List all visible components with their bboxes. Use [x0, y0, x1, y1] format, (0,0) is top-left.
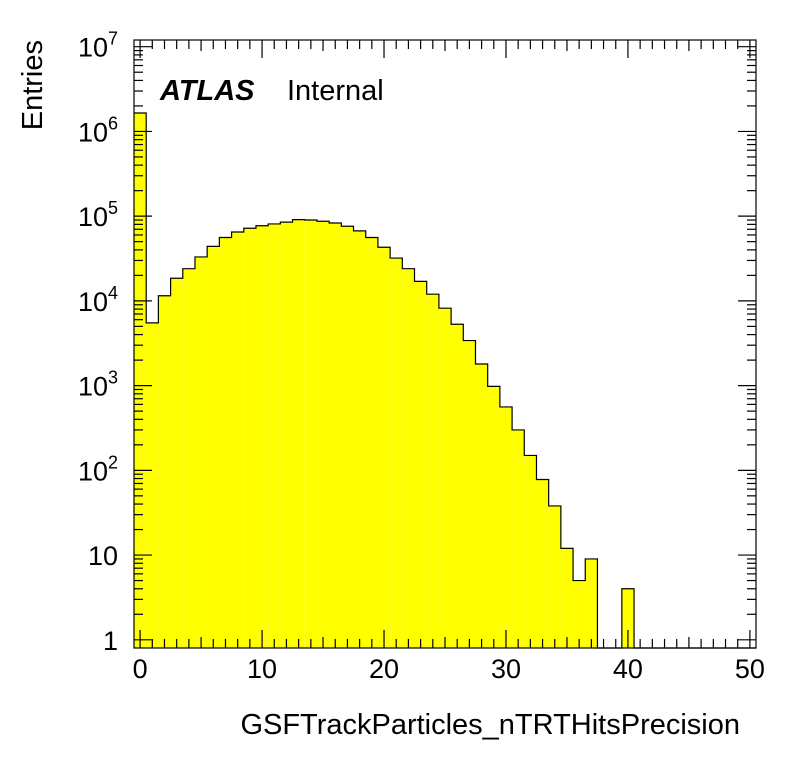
- histogram-bar: [304, 220, 317, 648]
- x-tick-label: 30: [491, 654, 521, 684]
- histogram-bar: [280, 222, 293, 648]
- y-tick-label-base: 10: [78, 202, 108, 232]
- y-tick-label: 1: [103, 626, 118, 656]
- atlas-status-label: Internal: [287, 75, 384, 107]
- histogram-bar: [353, 230, 366, 648]
- histogram-bar: [341, 226, 354, 649]
- y-tick-label-base: 10: [78, 456, 108, 486]
- y-tick-label: 10: [88, 541, 118, 571]
- histogram-bar: [194, 256, 208, 648]
- y-tick-label-exponent: 6: [108, 113, 118, 133]
- histogram-outline: [134, 112, 756, 649]
- y-tick-label-base: 10: [88, 541, 118, 571]
- histogram-bar: [255, 225, 269, 648]
- x-tick-labels: 0 10 20 30 40 50: [133, 654, 765, 684]
- x-tick-label: 50: [735, 654, 765, 684]
- histogram-bar: [182, 268, 195, 648]
- y-tick-label-exponent: 2: [108, 452, 118, 472]
- histogram-bar: [146, 322, 159, 648]
- x-tick-label: 20: [369, 654, 399, 684]
- atlas-label: ATLAS: [159, 75, 255, 107]
- histogram-bar: [621, 588, 635, 648]
- y-tick-label-exponent: 7: [108, 29, 118, 49]
- y-tick-label: 102: [78, 452, 118, 486]
- y-tick-label-exponent: 5: [108, 198, 118, 218]
- histogram-bar: [548, 505, 561, 648]
- histogram-bar: [316, 221, 330, 648]
- y-tick-label-base: 10: [78, 372, 108, 402]
- histogram-bar: [402, 268, 415, 648]
- y-tick-label-exponent: 4: [108, 283, 118, 303]
- histogram-bar: [292, 219, 305, 648]
- histogram-bar: [487, 386, 500, 648]
- histogram-bar: [414, 281, 427, 648]
- x-tick-label: 0: [133, 654, 148, 684]
- histogram-bar: [512, 429, 525, 648]
- y-tick-label-base: 10: [78, 33, 108, 63]
- x-axis-ticks: [139, 40, 751, 648]
- y-tick-label-base: 10: [78, 287, 108, 317]
- histogram-bar: [536, 479, 549, 648]
- histogram-bar: [365, 237, 378, 648]
- y-tick-label-base: 10: [78, 117, 108, 147]
- histogram-bar: [451, 324, 464, 648]
- x-axis-label: GSFTrackParticles_nTRTHitsPrecision: [240, 709, 740, 741]
- histogram-bar: [573, 580, 586, 648]
- x-tick-label: 40: [613, 654, 643, 684]
- y-tick-label: 104: [78, 283, 118, 317]
- histogram-bar: [426, 294, 439, 648]
- histogram-bar: [463, 340, 476, 648]
- y-axis-label: Entries: [17, 40, 49, 130]
- histogram-bar: [170, 278, 183, 648]
- histogram-bar: [329, 223, 342, 648]
- y-axis-ticks: [134, 46, 756, 641]
- y-tick-label-base: 1: [103, 626, 118, 656]
- histogram-bar: [438, 308, 452, 648]
- y-tick-label: 105: [78, 198, 118, 232]
- x-tick-label: 10: [247, 654, 277, 684]
- histogram-bar: [219, 237, 232, 648]
- y-tick-label: 106: [78, 113, 118, 147]
- histogram-bar: [231, 232, 244, 648]
- histogram-bar: [268, 223, 281, 649]
- y-tick-label-exponent: 3: [108, 368, 118, 388]
- histogram-bar: [499, 406, 513, 648]
- histogram-bar: [475, 363, 488, 648]
- histogram-bar: [243, 228, 256, 648]
- histogram-bar: [585, 558, 598, 648]
- histogram-bar: [158, 295, 171, 648]
- histogram-bar: [524, 455, 537, 648]
- histogram-bar: [377, 247, 391, 648]
- histogram-bar: [560, 548, 574, 648]
- histogram-bars: [134, 113, 635, 649]
- y-tick-label: 103: [78, 368, 118, 402]
- y-tick-label: 107: [78, 29, 118, 63]
- histogram-bar: [390, 258, 403, 648]
- histogram-bar: [207, 246, 220, 649]
